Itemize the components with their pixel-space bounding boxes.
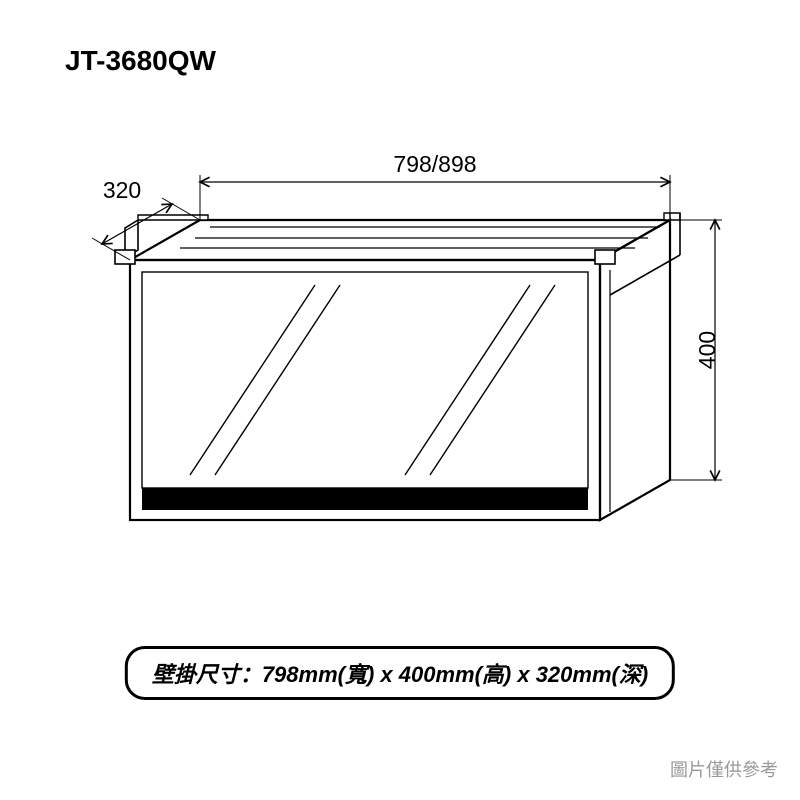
dim-depth-label: 320 <box>103 177 141 203</box>
glass-reflection <box>405 285 530 475</box>
dim-width-label: 798/898 <box>393 151 476 177</box>
glass-frame <box>142 272 588 488</box>
dim-height-label: 400 <box>694 331 720 369</box>
watermark-text: 圖片僅供參考 <box>670 756 778 782</box>
right-overhang <box>595 250 615 264</box>
model-title: JT-3680QW <box>65 45 216 77</box>
glass-reflection <box>430 285 555 475</box>
cabinet-svg: 320 798/898 400 <box>60 120 740 620</box>
bottom-black-band <box>142 488 588 510</box>
glass-reflection <box>215 285 340 475</box>
technical-drawing: 320 798/898 400 <box>60 120 740 620</box>
dimensions-footer: 壁掛尺寸：798mm(寬) x 400mm(高) x 320mm(深) <box>125 646 675 700</box>
glass-reflection <box>190 285 315 475</box>
front-face <box>130 260 600 520</box>
top-face <box>130 220 670 260</box>
